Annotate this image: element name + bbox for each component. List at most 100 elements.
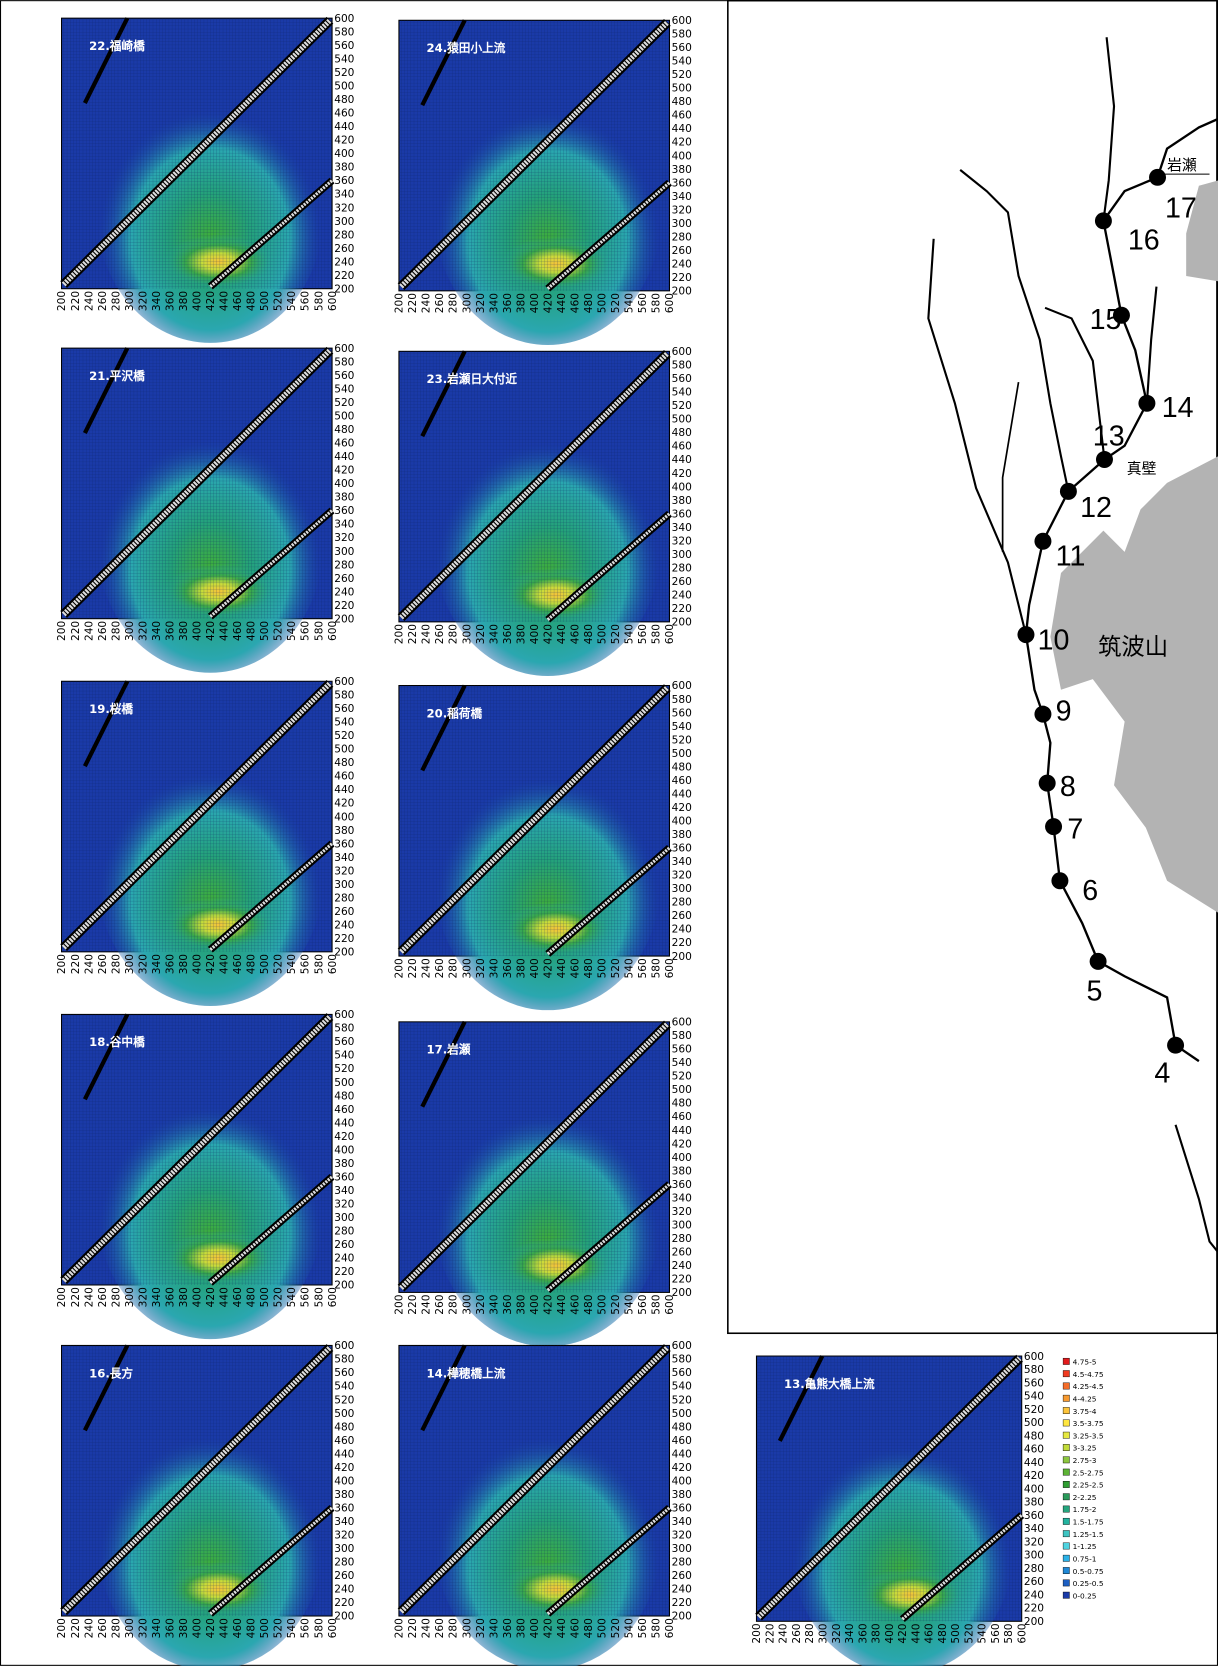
x-tick-label: 500 — [597, 1294, 609, 1314]
x-tick-label: 420 — [542, 624, 554, 644]
y-tick-label: 400 — [334, 148, 354, 160]
x-tick-label: 240 — [83, 1618, 95, 1638]
panel-title: 22.福崎橋 — [89, 39, 145, 53]
x-tick-label: 580 — [1003, 1623, 1015, 1643]
station-dot — [1096, 451, 1113, 468]
panel-title: 19.桜橋 — [89, 702, 133, 716]
y-tick-label: 240 — [334, 919, 354, 931]
y-tick-label: 520 — [334, 1063, 354, 1075]
y-tick-label: 420 — [672, 137, 692, 149]
x-tick-label: 360 — [164, 621, 176, 641]
y-tick-label: 320 — [334, 532, 354, 544]
x-tick-label: 360 — [502, 293, 514, 313]
x-tick-label: 360 — [857, 1623, 869, 1643]
x-tick-label: 600 — [327, 621, 339, 641]
x-tick-label: 560 — [300, 291, 312, 311]
river — [1176, 1125, 1218, 1252]
legend-label: 3.25-3.5 — [1073, 1431, 1104, 1440]
x-tick-label: 400 — [529, 1294, 541, 1314]
y-tick-label: 440 — [334, 1117, 354, 1129]
x-tick-label: 320 — [475, 1618, 487, 1638]
y-tick-label: 340 — [672, 1192, 692, 1204]
x-tick-label: 460 — [569, 624, 581, 644]
y-tick-label: 460 — [672, 775, 692, 787]
y-tick-label: 220 — [672, 272, 692, 284]
x-tick-label: 480 — [583, 1294, 595, 1314]
legend-label: 2.75-3 — [1073, 1456, 1097, 1465]
y-tick-label: 260 — [334, 573, 354, 585]
legend-swatch — [1063, 1580, 1069, 1586]
x-tick-label: 400 — [529, 624, 541, 644]
x-tick-label: 320 — [137, 1287, 149, 1307]
x-tick-label: 540 — [286, 954, 298, 974]
x-tick-label: 380 — [178, 621, 190, 641]
x-tick-label: 520 — [610, 293, 622, 313]
x-tick-label: 300 — [461, 1294, 473, 1314]
x-tick-label: 260 — [434, 1294, 446, 1314]
station-number: 11 — [1056, 541, 1086, 573]
y-tick-label: 560 — [334, 1036, 354, 1048]
y-tick-label: 520 — [672, 734, 692, 746]
x-tick-label: 480 — [583, 958, 595, 978]
y-tick-label: 600 — [672, 680, 692, 692]
x-tick-label: 280 — [448, 958, 460, 978]
y-tick-label: 260 — [672, 245, 692, 257]
x-tick-label: 460 — [569, 1618, 581, 1638]
x-tick-label: 300 — [461, 958, 473, 978]
y-tick-label: 400 — [672, 481, 692, 493]
x-tick-label: 240 — [778, 1623, 790, 1643]
y-tick-label: 380 — [334, 162, 354, 174]
y-tick-label: 540 — [672, 387, 692, 399]
x-tick-label: 340 — [488, 293, 500, 313]
x-tick-label: 340 — [151, 1618, 163, 1638]
station-dot — [1039, 775, 1056, 792]
y-tick-label: 220 — [334, 933, 354, 945]
x-tick-label: 460 — [232, 291, 244, 311]
y-tick-label: 500 — [672, 1408, 692, 1420]
y-tick-label: 340 — [334, 1185, 354, 1197]
legend-swatch — [1063, 1506, 1069, 1512]
y-tick-label: 420 — [334, 135, 354, 147]
x-tick-label: 240 — [421, 958, 433, 978]
y-tick-label: 580 — [672, 360, 692, 372]
x-tick-label: 520 — [273, 291, 285, 311]
river — [928, 239, 1026, 635]
y-tick-label: 340 — [334, 189, 354, 201]
y-tick-label: 580 — [334, 690, 354, 702]
y-tick-label: 240 — [334, 256, 354, 268]
y-tick-label: 440 — [334, 1448, 354, 1460]
legend-swatch — [1063, 1370, 1069, 1376]
panel-title: 13.亀熊大橋上流 — [784, 1377, 875, 1391]
x-tick-label: 220 — [70, 621, 82, 641]
x-tick-label: 600 — [664, 624, 676, 644]
x-tick-label: 200 — [394, 293, 406, 313]
y-tick-label: 600 — [672, 1017, 692, 1029]
x-tick-label: 320 — [475, 293, 487, 313]
x-tick-label: 540 — [286, 1618, 298, 1638]
y-tick-label: 520 — [1024, 1404, 1044, 1416]
figure: 22.福崎橋2002002202202402402602602802803003… — [0, 0, 1218, 1666]
x-tick-label: 480 — [583, 1618, 595, 1638]
x-tick-label: 440 — [219, 1618, 231, 1638]
x-tick-label: 460 — [569, 958, 581, 978]
y-tick-label: 380 — [334, 492, 354, 504]
y-tick-label: 480 — [672, 1098, 692, 1110]
x-tick-label: 500 — [597, 624, 609, 644]
x-tick-label: 520 — [610, 958, 622, 978]
y-tick-label: 460 — [672, 1111, 692, 1123]
y-tick-label: 500 — [334, 410, 354, 422]
x-tick-label: 580 — [651, 293, 663, 313]
x-tick-label: 480 — [246, 621, 258, 641]
x-tick-label: 320 — [475, 1294, 487, 1314]
legend-swatch — [1063, 1432, 1069, 1438]
y-tick-label: 300 — [334, 546, 354, 558]
x-tick-label: 420 — [205, 621, 217, 641]
eem-panel: 16.長方20020022022024024026026028028030030… — [56, 1340, 354, 1666]
legend-swatch — [1063, 1469, 1069, 1475]
y-tick-label: 580 — [334, 1354, 354, 1366]
x-tick-label: 600 — [664, 1618, 676, 1638]
x-tick-label: 300 — [461, 1618, 473, 1638]
x-tick-label: 380 — [515, 958, 527, 978]
eem-panel: 20.稲荷橋2002002202202402402602602802803003… — [394, 680, 692, 1010]
legend-swatch — [1063, 1518, 1069, 1524]
